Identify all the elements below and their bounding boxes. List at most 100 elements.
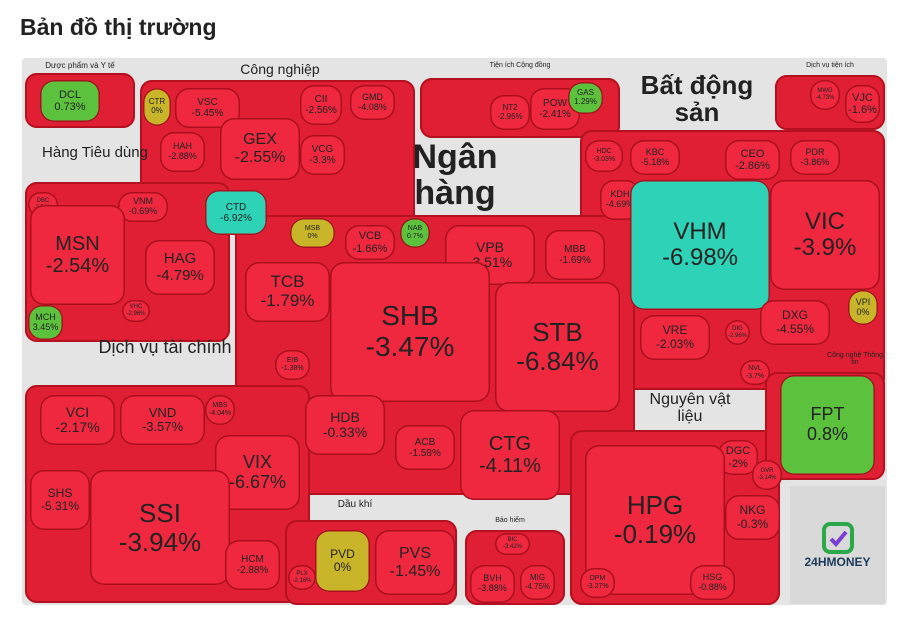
sector-label: Công nghiệp (240, 61, 320, 77)
sector-label: Hàng Tiêu dùng (42, 144, 148, 161)
stock-change: -6.98% (661, 244, 739, 271)
stock-ticker: GAS (577, 88, 594, 98)
stock-cell: VND -3.57% (120, 395, 205, 445)
stock-change: -0.69% (128, 206, 158, 216)
stock-cell: NT2 -2.95% (490, 95, 530, 130)
stock-change: -3.57% (141, 419, 184, 434)
stock-change: -4.55% (775, 321, 815, 336)
stock-ticker: MBB (564, 244, 586, 255)
stock-change: -4.73% (815, 95, 835, 101)
stock-change: 0.8% (806, 424, 849, 444)
stock-cell: EIB -1.38% (275, 350, 310, 380)
stock-change: -1.66% (352, 242, 388, 255)
stock-cell: SHS -5.31% (30, 470, 90, 530)
stock-ticker: VND (148, 404, 177, 420)
stock-change: -1.6% (848, 104, 877, 116)
stock-change: -2.41% (539, 109, 571, 120)
logo-icon (821, 522, 854, 554)
stock-cell: HCM -2.88% (225, 540, 280, 590)
sector-label: Tiện ích Cộng đồng (489, 62, 551, 69)
stock-change: -2.17% (55, 419, 100, 435)
stock-ticker: SSI (139, 497, 181, 528)
stock-cell: VHM -6.98% (630, 180, 770, 310)
stock-cell: NAB 0.7% (400, 218, 430, 248)
stock-cell: CTG -4.11% (460, 410, 560, 500)
stock-ticker: NKG (739, 503, 766, 518)
stock-cell: SHB -3.47% (330, 262, 490, 402)
stock-cell: PLX -2.16% (288, 565, 316, 590)
stock-change: -4.69% (605, 199, 635, 209)
stock-change: -2.56% (305, 105, 337, 116)
stock-ticker: CTR (148, 97, 166, 107)
stock-ticker: HPG (626, 490, 684, 521)
stock-ticker: VNM (133, 196, 153, 207)
stock-ticker: DPM (589, 575, 606, 583)
stock-cell: VIX -6.67% (215, 435, 300, 510)
stock-cell: MWG -4.73% (810, 80, 840, 110)
stock-ticker: HCM (241, 554, 264, 565)
stock-ticker: KBC (645, 146, 665, 157)
stock-change: -4.11% (479, 455, 541, 477)
stock-change: -3.88% (478, 583, 507, 593)
stock-cell: VPB -3.51% (445, 225, 535, 285)
stock-ticker: VJC (852, 91, 873, 104)
stock-cell: VIC -3.9% (770, 180, 880, 290)
stock-ticker: VSC (197, 97, 218, 108)
stock-cell: TCB -1.79% (245, 262, 330, 322)
stock-cell: PVS -1.45% (375, 530, 455, 595)
stock-ticker: MBS (212, 402, 228, 410)
stock-cell: MCH 3.45% (28, 305, 63, 340)
stock-change: -0.88% (698, 581, 727, 592)
stock-ticker: NVL (748, 364, 762, 372)
stock-change: -3.14% (757, 475, 777, 481)
logo: 24HMONEY (790, 486, 885, 604)
stock-change: -3.3% (309, 155, 336, 166)
stock-ticker: HAH (172, 141, 192, 152)
stock-change: -3.03% (592, 156, 616, 163)
stock-change: -0.3% (736, 516, 769, 531)
stock-change: -3.47% (365, 331, 455, 362)
stock-cell: ACB -1.58% (395, 425, 455, 470)
stock-cell: VNM -0.69% (118, 192, 168, 222)
stock-cell: CTR 0% (143, 88, 171, 126)
stock-cell: VCG -3.3% (300, 135, 345, 175)
stock-cell: PVD 0% (315, 530, 370, 592)
stock-cell: MSB 0% (290, 218, 335, 248)
stock-cell: KBC -5.18% (630, 140, 680, 175)
stock-change: -4.04% (208, 410, 232, 417)
stock-cell: VRE -2.03% (640, 315, 710, 360)
stock-ticker: VIX (242, 451, 272, 472)
stock-change: -5.31% (40, 499, 80, 513)
stock-ticker: MSB (304, 225, 321, 233)
sector-label: Bất động sản (640, 70, 754, 128)
stock-change: -0.19% (613, 519, 697, 549)
stock-ticker: BVH (483, 573, 502, 584)
stock-ticker: DIG (732, 325, 743, 332)
stock-cell: MSN -2.54% (30, 205, 125, 305)
stock-cell: VCB -1.66% (345, 225, 395, 260)
stock-ticker: SHS (47, 485, 73, 500)
stock-change: -4.79% (156, 266, 204, 284)
stock-change: -6.92% (220, 212, 252, 224)
stock-change: -3.42% (502, 544, 522, 550)
stock-change: -2.95% (497, 111, 523, 121)
stock-ticker: HAG (163, 250, 197, 267)
stock-ticker: MWG (817, 88, 833, 95)
stock-change: -0.33% (322, 424, 368, 440)
stock-change: -3.94% (118, 526, 202, 557)
stock-ticker: PLX (296, 570, 308, 577)
stock-change: -2.16% (292, 577, 312, 584)
stock-cell: VHC -2.96% (122, 300, 150, 322)
stock-cell: BIC -3.42% (495, 533, 530, 555)
sector-label: Dịch vụ tiện ích (806, 62, 854, 69)
stock-change: -1.69% (559, 255, 591, 266)
stock-change: -2.88% (168, 151, 197, 161)
stock-ticker: DBC (36, 197, 50, 204)
stock-ticker: PDR (805, 146, 825, 157)
stock-ticker: FPT (810, 404, 845, 425)
stock-ticker: VHC (129, 304, 143, 311)
stock-cell: MIG -4.75% (520, 565, 555, 600)
page-title: Bản đồ thị trường (20, 14, 217, 40)
stock-change: -1.38% (281, 365, 304, 372)
